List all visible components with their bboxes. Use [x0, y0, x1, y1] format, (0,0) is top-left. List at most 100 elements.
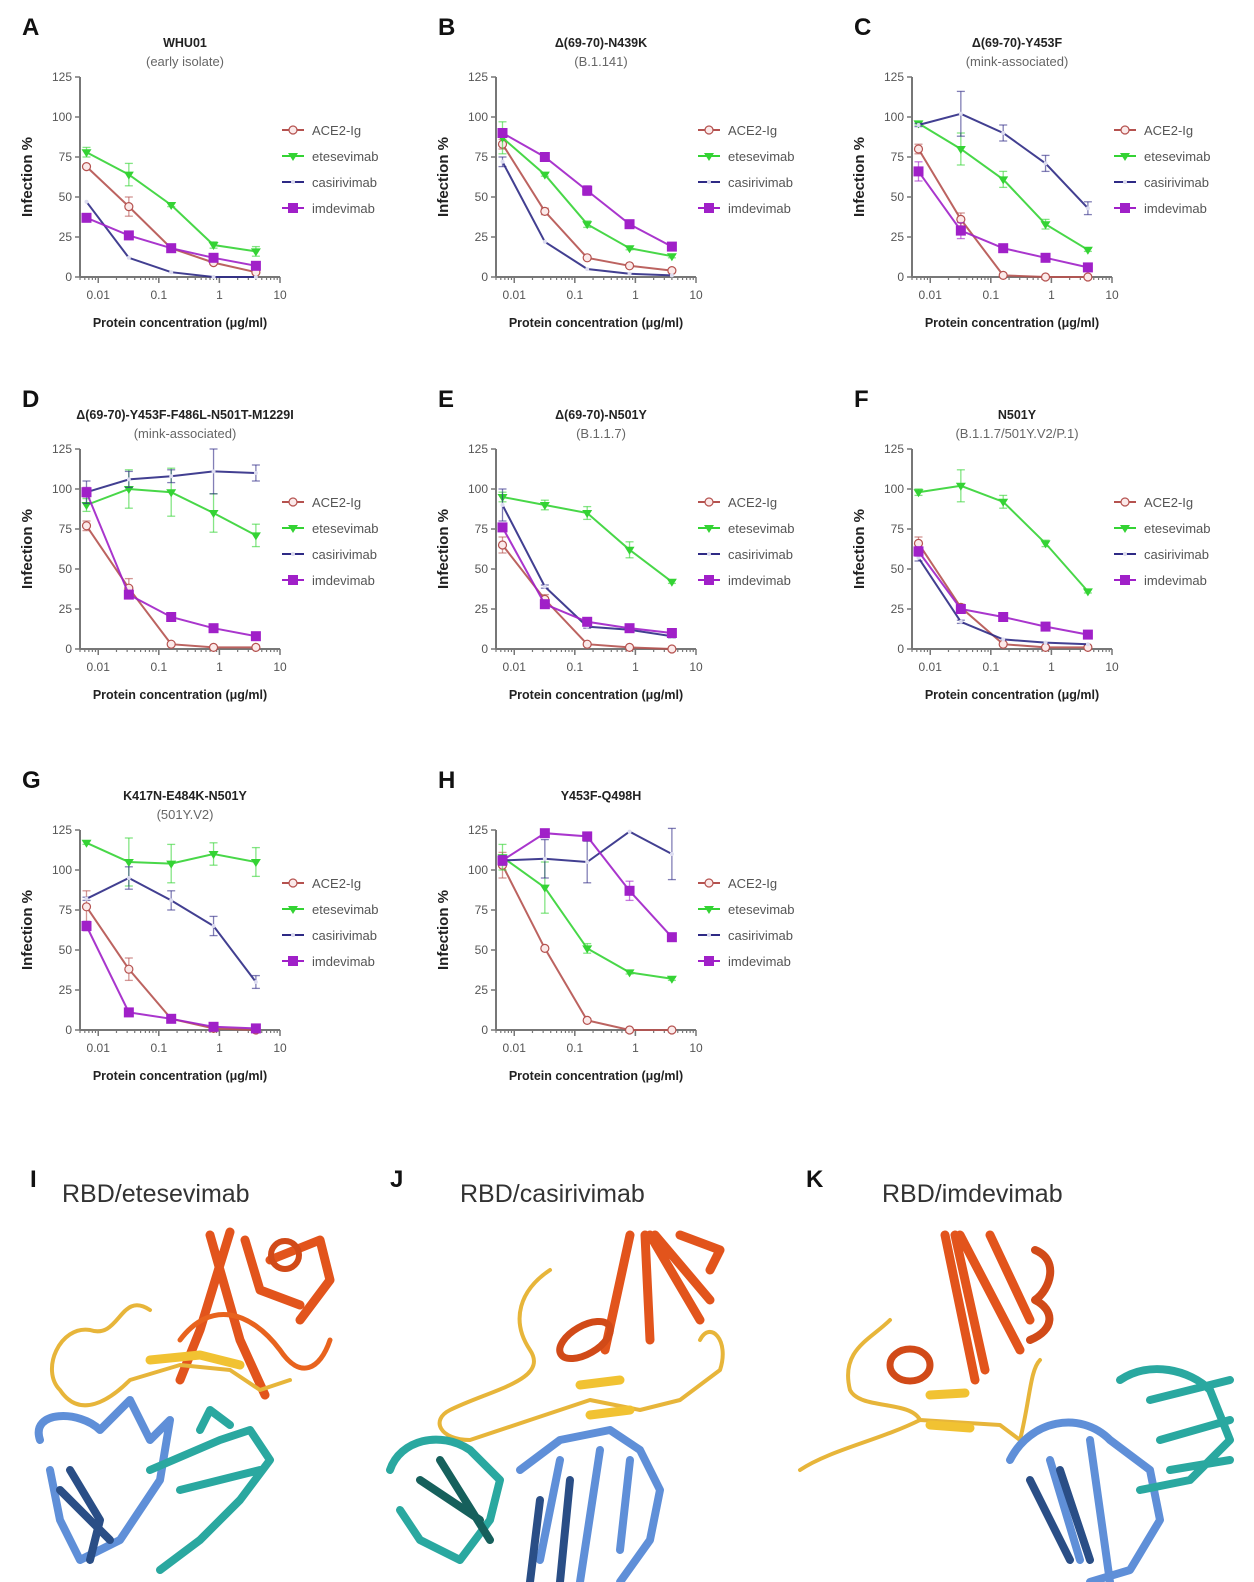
panel-letter: B: [438, 14, 456, 41]
series-imdevimab: [913, 545, 1093, 640]
data-point: [624, 261, 635, 271]
data-point: [998, 243, 1009, 254]
legend-marker: [1123, 552, 1127, 556]
data-point: [166, 860, 177, 869]
legend-label: imdevimab: [312, 201, 375, 216]
legend-item-imdevimab: imdevimab: [282, 573, 375, 588]
data-point: [81, 149, 92, 158]
x-axis-label: Protein concentration (μg/ml): [925, 688, 1099, 702]
series-ace2-ig: [497, 851, 677, 1035]
legend-item-ace2-ig: ACE2-Ig: [1114, 123, 1193, 138]
legend-marker: [707, 180, 711, 184]
series-ace2-ig: [497, 138, 677, 276]
chart-panel-d: D Δ(69-70)-Y453F-F486L-N501T-M1229I (mink-…: [0, 372, 418, 742]
structure-panel-i: I RBD/etesevimab: [0, 1140, 380, 1582]
x-axis-label: Protein concentration (μg/ml): [93, 316, 267, 330]
y-tick-label: 0: [65, 642, 72, 656]
data-point: [582, 616, 593, 627]
legend-marker: [704, 203, 714, 213]
x-tick-label: 0.01: [503, 1041, 527, 1055]
legend-item-etesevimab: etesevimab: [698, 149, 794, 164]
data-point: [1043, 640, 1048, 645]
x-tick-label: 0.1: [150, 1041, 167, 1055]
legend-marker: [288, 956, 298, 966]
chart-subtitle: (B.1.1.7): [576, 426, 626, 441]
data-point: [81, 487, 92, 498]
legend-item-etesevimab: etesevimab: [282, 521, 378, 536]
data-point: [998, 639, 1008, 649]
legend-marker: [704, 125, 714, 135]
x-tick-label: 10: [273, 288, 287, 302]
data-point: [166, 612, 177, 622]
data-point: [166, 1013, 177, 1024]
data-point: [998, 176, 1009, 185]
x-tick-label: 1: [1048, 660, 1055, 674]
chart-plot: 0 25 50 75 100 125 0.01 0.1 1 10 Protein concentra…: [435, 70, 794, 330]
data-point: [1040, 252, 1051, 263]
legend-label: imdevimab: [728, 201, 791, 216]
series-line: [85, 906, 256, 1031]
panel-letter: K: [806, 1166, 824, 1193]
series-ace2-ig: [497, 536, 677, 654]
y-tick-label: 0: [481, 270, 488, 284]
data-point: [539, 599, 550, 610]
data-point: [208, 242, 219, 250]
data-point: [1083, 272, 1093, 282]
series-ace2-ig: [81, 890, 261, 1035]
y-tick-label: 125: [52, 823, 72, 837]
legend-item-imdevimab: imdevimab: [282, 201, 375, 216]
x-tick-label: 0.01: [87, 288, 111, 302]
data-point: [624, 546, 635, 555]
y-tick-label: 100: [468, 110, 488, 124]
data-point: [211, 469, 216, 474]
chart-title: Δ(69-70)-N501Y: [555, 408, 647, 422]
legend-label: casirivimab: [312, 928, 377, 943]
series-line: [917, 557, 1088, 646]
data-point: [166, 639, 176, 649]
series-line: [917, 148, 1088, 278]
legend-label: etesevimab: [728, 149, 794, 164]
legend-label: casirivimab: [1144, 175, 1209, 190]
legend-item-etesevimab: etesevimab: [698, 521, 794, 536]
data-point: [540, 206, 550, 216]
legend-marker: [704, 906, 714, 914]
legend-item-ace2-ig: ACE2-Ig: [698, 876, 777, 891]
y-axis-label: Infection %: [851, 509, 868, 589]
legend-label: etesevimab: [312, 149, 378, 164]
chart-title: N501Y: [997, 408, 1037, 422]
x-tick-label: 0.01: [87, 1041, 111, 1055]
chart-subtitle: (mink-associated): [965, 54, 1069, 69]
legend-item-casirivimab: casirivimab: [1114, 547, 1209, 562]
data-point: [582, 639, 592, 649]
y-tick-label: 0: [481, 642, 488, 656]
data-point: [624, 969, 635, 978]
data-point: [1082, 588, 1093, 597]
data-point: [208, 1021, 219, 1032]
data-point: [913, 144, 924, 154]
legend-item-casirivimab: casirivimab: [282, 928, 377, 943]
data-point: [211, 924, 216, 928]
chart-subtitle: (B.1.141): [574, 54, 628, 69]
chart-title: K417N-E484K-N501Y: [123, 789, 247, 803]
legend-item-casirivimab: casirivimab: [698, 928, 793, 943]
data-point: [955, 482, 966, 491]
data-point: [1082, 262, 1093, 273]
panel-letter: I: [30, 1166, 37, 1193]
data-point: [998, 498, 1009, 507]
series-imdevimab: [913, 161, 1093, 273]
legend-marker: [291, 552, 295, 556]
x-tick-label: 0.1: [150, 660, 167, 674]
legend-marker: [291, 933, 295, 937]
data-point: [582, 1015, 592, 1025]
data-point: [84, 896, 89, 901]
legend-label: imdevimab: [1144, 201, 1207, 216]
x-tick-label: 1: [1048, 288, 1055, 302]
data-point: [542, 239, 547, 244]
data-point: [250, 248, 261, 257]
panel-letter: A: [22, 14, 40, 41]
chart-plot: 0 25 50 75 100 125 0.01 0.1 1 10 Protein concentra…: [435, 442, 794, 702]
legend-marker: [704, 497, 714, 507]
structure-title: RBD/casirivimab: [460, 1180, 645, 1208]
x-tick-label: 0.01: [919, 288, 943, 302]
legend-item-imdevimab: imdevimab: [1114, 201, 1207, 216]
